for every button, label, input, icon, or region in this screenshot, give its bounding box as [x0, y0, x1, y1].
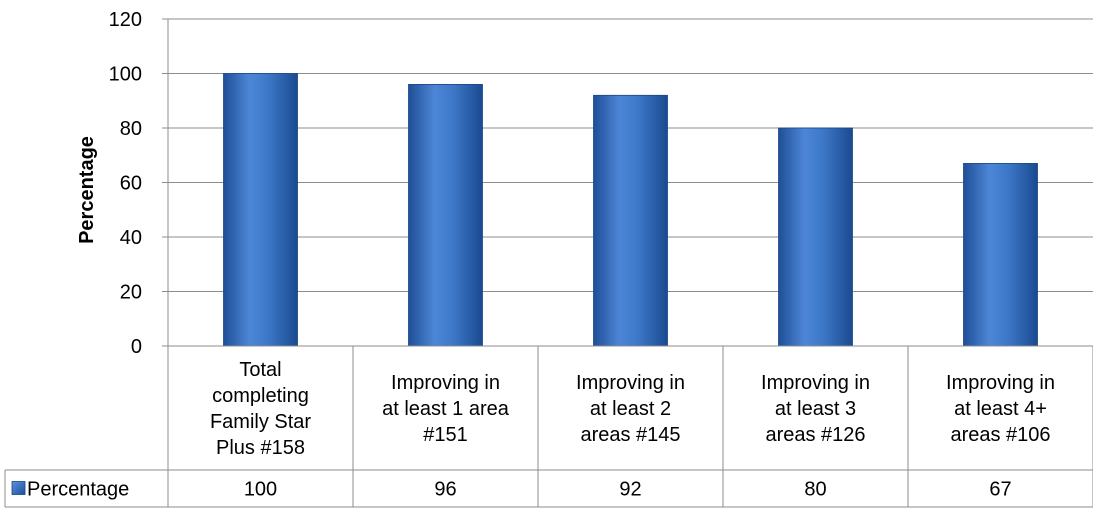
y-tick-label: 100: [109, 64, 142, 86]
y-tick-label: 20: [120, 282, 142, 304]
x-tick-label-line: Family Star: [210, 411, 311, 433]
x-tick-label-line: areas #145: [580, 424, 680, 446]
x-tick-label-line: at least 3: [775, 398, 856, 420]
legend-key: [11, 481, 26, 495]
x-tick-label: Total completing Family Star Plus #158: [210, 359, 311, 459]
bar: [223, 73, 298, 347]
x-tick-label-line: Improving in: [391, 372, 500, 394]
axes: [162, 18, 169, 347]
x-tick-label-line: Plus #158: [216, 437, 305, 459]
bars: [223, 73, 1038, 347]
data-table-value: 92: [619, 479, 641, 501]
y-tick-label: 0: [131, 336, 142, 358]
x-tick-label-line: #151: [423, 424, 468, 446]
x-tick-label-line: completing: [212, 385, 309, 407]
y-axis-title: Percentage: [76, 136, 98, 244]
y-tick-label: 40: [120, 227, 142, 249]
bar: [408, 84, 483, 347]
legend-label: Percentage: [27, 479, 129, 501]
bar: [778, 127, 853, 347]
x-tick-label: Improving in at least 1 area #151: [382, 372, 510, 446]
x-tick-label: Improving in at least 4+ areas #106: [946, 372, 1055, 446]
x-tick-label-line: Improving in: [761, 372, 870, 394]
x-tick-label-line: at least 2: [590, 398, 671, 420]
bar: [593, 94, 668, 347]
x-tick-label-line: areas #126: [765, 424, 865, 446]
y-tick-label: 60: [120, 173, 142, 195]
data-table-value: 67: [989, 479, 1011, 501]
x-tick-label-line: Improving in: [576, 372, 685, 394]
y-tick-label: 80: [120, 118, 142, 140]
data-table-value: 80: [804, 479, 826, 501]
x-tick-label-line: Improving in: [946, 372, 1055, 394]
x-tick-label: Improving in at least 3 areas #126: [761, 372, 870, 446]
y-tick-label: 120: [109, 9, 142, 31]
x-tick-label-line: at least 4+: [954, 398, 1047, 420]
x-tick-label-line: areas #106: [950, 424, 1050, 446]
data-table: Total completing Family Star Plus #158 Impro…: [4, 345, 1093, 508]
x-tick-label-line: Total: [239, 359, 281, 381]
data-table-value: 100: [244, 479, 277, 501]
bar: [963, 163, 1038, 347]
y-tick-labels: 0 20 40 60 80 100 120: [109, 9, 142, 358]
x-tick-label: Improving in at least 2 areas #145: [576, 372, 685, 446]
x-tick-label-line: at least 1 area: [382, 398, 510, 420]
data-table-value: 96: [434, 479, 456, 501]
